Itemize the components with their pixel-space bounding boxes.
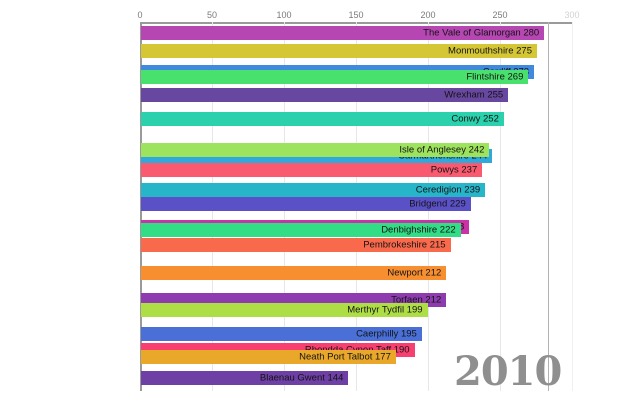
bar-neath-port-talbot: Neath Port Talbot 177 xyxy=(141,350,396,364)
bar-label: Flintshire 269 xyxy=(466,71,524,83)
bar-powys: Powys 237 xyxy=(141,163,483,177)
bar-merthyr-tydfil: Merthyr Tydfil 199 xyxy=(141,303,428,317)
bar-label: Torfaen 212 xyxy=(391,294,442,306)
bar-label: The Vale of Glamorgan 280 xyxy=(423,27,540,39)
gridline-250 xyxy=(500,22,501,391)
x-tick-label-100: 100 xyxy=(276,10,292,20)
bar-bridgend: Bridgend 229 xyxy=(141,197,471,211)
x-tick-label-50: 50 xyxy=(206,10,218,20)
bar-label: Pembrokeshire 215 xyxy=(363,239,446,251)
bar-label: Blaenau Gwent 144 xyxy=(259,372,344,384)
x-tick-label-0: 0 xyxy=(137,10,143,20)
year-watermark: 2010 xyxy=(454,348,562,395)
bar-monmouthshire: Monmouthshire 275 xyxy=(141,44,537,58)
bar-label: Caerphilly 195 xyxy=(356,328,417,340)
bar-ceredigion: Ceredigion 239 xyxy=(141,183,486,197)
bar-conwy: Conwy 252 xyxy=(141,112,504,126)
bar-label: Newport 212 xyxy=(387,267,442,279)
gridline-300 xyxy=(572,22,573,391)
bar-label: Neath Port Talbot 177 xyxy=(299,351,391,363)
bar-label: Conwy 252 xyxy=(451,113,499,125)
bar-flintshire: Flintshire 269 xyxy=(141,70,529,84)
bar-label: Merthyr Tydfil 199 xyxy=(347,304,423,316)
bar-the-vale-of-glamorgan: The Vale of Glamorgan 280 xyxy=(141,26,545,40)
bar-pembrokeshire: Pembrokeshire 215 xyxy=(141,238,451,252)
bar-label: Denbighshire 222 xyxy=(381,224,456,236)
bar-denbighshire: Denbighshire 222 xyxy=(141,223,461,237)
bar-label: Powys 237 xyxy=(430,164,478,176)
bar-label: Monmouthshire 275 xyxy=(448,45,532,57)
bar-label: Ceredigion 239 xyxy=(415,184,481,196)
bar-newport: Newport 212 xyxy=(141,266,447,280)
bar-wrexham: Wrexham 255 xyxy=(141,88,509,102)
bar-caerphilly: Caerphilly 195 xyxy=(141,327,422,341)
x-tick-label-300: 300 xyxy=(564,10,580,20)
bar-label: Bridgend 229 xyxy=(409,198,466,210)
bar-label: Wrexham 255 xyxy=(444,89,504,101)
bar-blaenau-gwent: Blaenau Gwent 144 xyxy=(141,371,349,385)
bar-label: Isle of Anglesey 242 xyxy=(399,144,485,156)
x-tick-label-200: 200 xyxy=(420,10,436,20)
x-tick-label-250: 250 xyxy=(492,10,508,20)
gridline-transition xyxy=(548,22,549,391)
bar-isle-of-anglesey: Isle of Anglesey 242 xyxy=(141,143,490,157)
x-tick-label-150: 150 xyxy=(348,10,364,20)
